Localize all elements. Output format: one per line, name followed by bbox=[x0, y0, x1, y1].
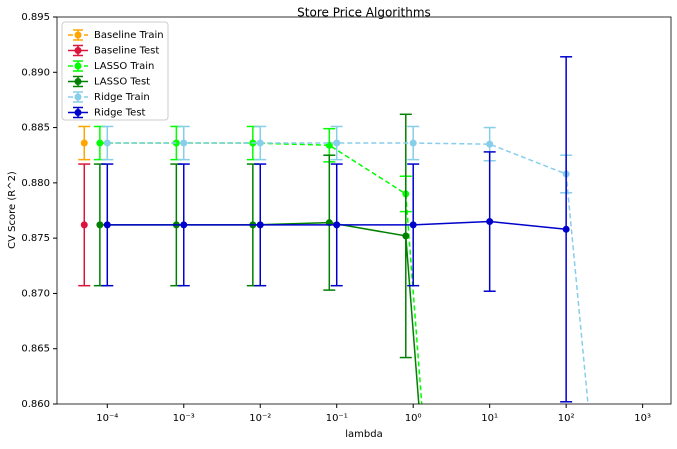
data-point bbox=[256, 139, 264, 147]
y-tick-label: 0.860 bbox=[21, 399, 50, 410]
data-point bbox=[172, 139, 180, 147]
legend-label: LASSO Test bbox=[94, 77, 150, 88]
series-line bbox=[107, 142, 589, 404]
data-point bbox=[96, 221, 104, 229]
y-tick-label: 0.885 bbox=[21, 123, 50, 134]
data-point bbox=[562, 225, 570, 233]
x-tick-label: 10³ bbox=[634, 413, 651, 424]
legend-label: Ridge Train bbox=[94, 92, 150, 103]
series-line bbox=[99, 142, 423, 404]
legend-marker bbox=[74, 78, 82, 85]
y-axis-label: CV Score (R^2) bbox=[7, 171, 18, 249]
data-point bbox=[103, 139, 111, 147]
x-tick-label: 10¹ bbox=[481, 413, 498, 424]
x-tick-label: 10⁻³ bbox=[173, 413, 195, 424]
y-tick-label: 0.870 bbox=[21, 288, 50, 299]
data-point bbox=[80, 221, 88, 229]
y-tick-label: 0.895 bbox=[21, 12, 50, 23]
plot-area bbox=[78, 56, 589, 404]
data-point bbox=[180, 139, 188, 147]
x-tick-label: 10² bbox=[558, 413, 575, 424]
data-point bbox=[409, 221, 417, 229]
data-point bbox=[333, 139, 341, 147]
data-point bbox=[486, 218, 494, 226]
chart-title: Store Price Algorithms bbox=[297, 6, 431, 20]
legend-label: Ridge Test bbox=[94, 108, 146, 119]
x-tick-label: 10⁻² bbox=[249, 413, 271, 424]
data-point bbox=[402, 232, 410, 240]
legend-label: Baseline Train bbox=[94, 30, 164, 41]
y-tick-label: 0.880 bbox=[21, 178, 50, 189]
data-point bbox=[96, 139, 104, 147]
x-axis-label: lambda bbox=[345, 429, 382, 440]
axes: 10⁻⁴ 10⁻³ 10⁻² 10⁻¹ 10⁰ 10¹ 10² 10³ 0.860 0.865 0.… bbox=[21, 12, 651, 424]
legend-label: Baseline Test bbox=[94, 46, 159, 57]
legend-marker bbox=[74, 62, 82, 70]
data-point bbox=[409, 139, 417, 147]
plot-frame bbox=[56, 16, 672, 405]
legend-label: LASSO Train bbox=[94, 61, 154, 72]
series-line bbox=[99, 221, 420, 404]
data-point bbox=[256, 221, 264, 229]
y-tick-label: 0.875 bbox=[21, 233, 50, 244]
y-tick-label: 0.865 bbox=[21, 344, 50, 355]
y-tick-label: 0.890 bbox=[21, 67, 50, 78]
data-point bbox=[486, 140, 494, 148]
data-point bbox=[180, 221, 188, 229]
legend-marker bbox=[74, 93, 82, 101]
x-tick-label: 10⁻¹ bbox=[326, 413, 348, 424]
legend-marker bbox=[74, 31, 82, 39]
x-tick-label: 10⁻⁴ bbox=[96, 413, 118, 424]
legend-marker bbox=[74, 47, 82, 54]
data-point bbox=[103, 221, 111, 229]
legend-marker bbox=[74, 109, 82, 116]
data-point bbox=[80, 139, 88, 147]
x-tick-label: 10⁰ bbox=[405, 413, 422, 424]
legend: Baseline Train Baseline Test LASSO Train LA… bbox=[61, 21, 169, 121]
legend-box bbox=[61, 21, 169, 121]
data-point bbox=[333, 221, 341, 229]
